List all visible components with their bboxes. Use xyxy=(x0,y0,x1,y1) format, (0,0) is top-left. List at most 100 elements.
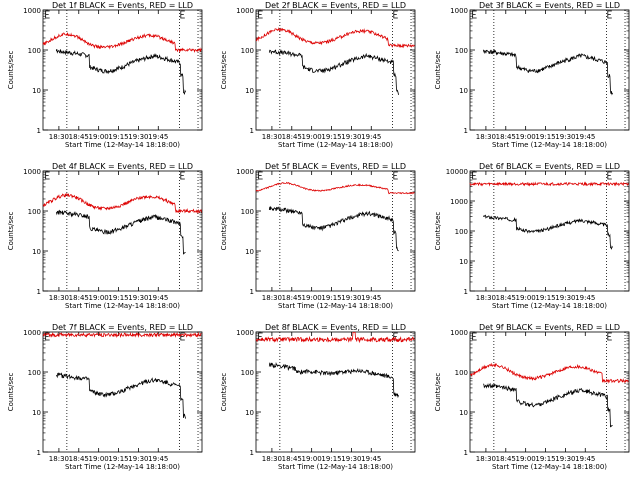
x-tick-label: 19:30 xyxy=(128,294,148,302)
e-marker-icon xyxy=(180,332,185,341)
x-tick-label: 19:30 xyxy=(341,294,361,302)
x-tick-label: 19:15 xyxy=(535,294,555,302)
x-tick-label: 19:45 xyxy=(361,294,381,302)
x-tick-label: 19:00 xyxy=(302,455,322,463)
y-tick-label: 1 xyxy=(37,288,41,296)
x-tick-label: 18:45 xyxy=(496,455,516,463)
x-tick-label: 19:30 xyxy=(341,133,361,141)
x-tick-label: 19:15 xyxy=(108,133,128,141)
y-tick-label: 1 xyxy=(464,449,468,457)
x-axis-label: Start Time (12-May-14 18:18:00) xyxy=(65,302,180,310)
lld-series-line xyxy=(255,332,415,344)
plot-title: Det 5f BLACK = Events, RED = LLD xyxy=(265,162,406,171)
x-tick-label: 19:30 xyxy=(555,294,575,302)
plot-frame xyxy=(255,9,416,131)
e-marker-icon xyxy=(472,332,477,341)
x-tick-label: 18:45 xyxy=(496,133,516,141)
lld-series-line xyxy=(42,331,202,339)
y-axis-label: Counts/sec xyxy=(434,51,442,90)
e-marker-icon xyxy=(472,10,477,19)
e-marker-icon xyxy=(258,10,263,19)
x-tick-label: 18:30 xyxy=(262,294,282,302)
x-tick-label: 19:00 xyxy=(302,133,322,141)
x-tick-label: 18:30 xyxy=(49,133,69,141)
x-axis-label: Start Time (12-May-14 18:18:00) xyxy=(278,302,393,310)
plot-panel-9: Det 9f BLACK = Events, RED = LLD 1 10 100 10… xyxy=(434,323,630,471)
y-tick-label: 100 xyxy=(241,47,254,55)
y-tick-label: 1000 xyxy=(450,329,468,337)
x-tick-label: 18:45 xyxy=(69,294,89,302)
x-tick-label: 19:15 xyxy=(535,133,555,141)
y-tick-label: 10 xyxy=(459,409,468,417)
x-tick-label: 19:00 xyxy=(89,294,109,302)
x-axis-label: Start Time (12-May-14 18:18:00) xyxy=(278,141,393,149)
x-axis-label: Start Time (12-May-14 18:18:00) xyxy=(65,141,180,149)
y-tick-label: 100 xyxy=(455,228,468,236)
y-tick-label: 1000 xyxy=(450,7,468,15)
plot-frame xyxy=(255,170,416,292)
x-tick-label: 18:30 xyxy=(476,294,496,302)
y-tick-label: 10000 xyxy=(446,168,468,176)
lld-series-line xyxy=(469,362,629,384)
x-tick-label: 19:45 xyxy=(148,455,168,463)
y-tick-label: 100 xyxy=(28,208,41,216)
e-marker-icon xyxy=(45,10,50,19)
plot-panel-3: Det 3f BLACK = Events, RED = LLD 1 10 100 10… xyxy=(434,1,630,149)
x-tick-label: 19:15 xyxy=(535,455,555,463)
y-tick-label: 1000 xyxy=(23,168,41,176)
x-tick-label: 19:15 xyxy=(321,455,341,463)
plot-panel-6: Det 6f BLACK = Events, RED = LLD 1 10 100 10… xyxy=(434,162,630,310)
x-tick-label: 19:15 xyxy=(321,294,341,302)
plot-title: Det 8f BLACK = Events, RED = LLD xyxy=(265,323,406,332)
x-tick-label: 18:45 xyxy=(69,133,89,141)
e-marker-icon xyxy=(45,332,50,341)
x-tick-label: 18:45 xyxy=(69,455,89,463)
x-tick-label: 19:30 xyxy=(128,455,148,463)
y-tick-label: 1000 xyxy=(23,329,41,337)
events-series-line xyxy=(55,209,186,255)
x-tick-label: 19:15 xyxy=(108,294,128,302)
y-tick-label: 1 xyxy=(250,127,254,135)
y-axis-label: Counts/sec xyxy=(7,51,15,90)
plot-frame xyxy=(42,331,203,453)
lld-series-line xyxy=(469,181,629,187)
y-tick-label: 1 xyxy=(37,449,41,457)
y-tick-label: 10 xyxy=(459,87,468,95)
x-tick-label: 19:15 xyxy=(108,455,128,463)
x-tick-label: 18:45 xyxy=(496,294,516,302)
x-tick-label: 19:15 xyxy=(321,133,341,141)
e-marker-icon xyxy=(180,171,185,180)
plot-panel-4: Det 4f BLACK = Events, RED = LLD 1 10 100 10… xyxy=(7,162,203,310)
x-tick-label: 19:45 xyxy=(575,133,595,141)
plot-title: Det 1f BLACK = Events, RED = LLD xyxy=(52,1,193,10)
plot-title: Det 3f BLACK = Events, RED = LLD xyxy=(479,1,620,10)
plot-title: Det 4f BLACK = Events, RED = LLD xyxy=(52,162,193,171)
plot-panel-2: Det 2f BLACK = Events, RED = LLD 1 10 100 10… xyxy=(220,1,416,149)
x-tick-label: 19:45 xyxy=(361,455,381,463)
y-tick-label: 100 xyxy=(455,369,468,377)
x-tick-label: 19:00 xyxy=(89,133,109,141)
e-marker-icon xyxy=(393,171,398,180)
y-tick-label: 10 xyxy=(245,248,254,256)
x-tick-label: 18:30 xyxy=(476,455,496,463)
plot-title: Det 2f BLACK = Events, RED = LLD xyxy=(265,1,406,10)
e-marker-icon xyxy=(45,171,50,180)
y-tick-label: 100 xyxy=(455,47,468,55)
y-tick-label: 1 xyxy=(464,127,468,135)
plot-frame xyxy=(469,9,630,131)
lld-series-line xyxy=(42,32,202,54)
plot-frame xyxy=(42,9,203,131)
y-tick-label: 10 xyxy=(32,248,41,256)
x-tick-label: 19:45 xyxy=(575,455,595,463)
y-tick-label: 10 xyxy=(245,409,254,417)
y-axis-label: Counts/sec xyxy=(220,212,228,251)
y-tick-label: 100 xyxy=(241,369,254,377)
plot-panel-5: Det 5f BLACK = Events, RED = LLD 1 10 100 10… xyxy=(220,162,416,310)
x-tick-label: 19:00 xyxy=(516,294,536,302)
x-axis-label: Start Time (12-May-14 18:18:00) xyxy=(278,463,393,471)
plot-panel-1: Det 1f BLACK = Events, RED = LLD 1 10 100 10… xyxy=(7,1,203,149)
events-series-line xyxy=(55,372,186,419)
y-tick-label: 1000 xyxy=(450,198,468,206)
lld-series-line xyxy=(255,181,415,195)
plot-title: Det 6f BLACK = Events, RED = LLD xyxy=(479,162,620,171)
